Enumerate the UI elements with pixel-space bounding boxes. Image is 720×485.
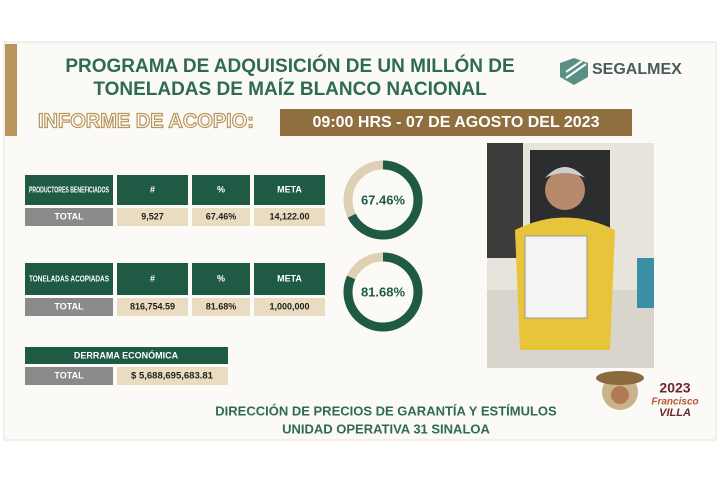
photo bbox=[487, 143, 654, 368]
logo-text: SEGALMEX bbox=[592, 61, 682, 78]
gauge-arc bbox=[343, 160, 423, 240]
badge-name: Francisco bbox=[651, 397, 698, 408]
gauge-arc bbox=[343, 252, 423, 332]
footer-line: DIRECCIÓN DE PRECIOS DE GARANTÍA Y ESTÍM… bbox=[215, 403, 557, 418]
cell-value: 816,754.59 bbox=[130, 301, 175, 311]
value-cell bbox=[117, 298, 188, 316]
row-label: TOTAL bbox=[54, 301, 84, 311]
row-label: TOTAL bbox=[54, 370, 84, 380]
badge-emblem bbox=[596, 371, 644, 410]
report-label: INFORME DE ACOPIO: bbox=[38, 110, 254, 132]
cell-value: 1,000,000 bbox=[269, 301, 309, 311]
cell-value: 9,527 bbox=[141, 211, 164, 221]
badge-name: VILLA bbox=[659, 407, 691, 419]
footer-line: UNIDAD OPERATIVA 31 SINALOA bbox=[282, 421, 490, 436]
economic-value: $ 5,688,695,683.81 bbox=[131, 371, 214, 382]
header-cell bbox=[117, 175, 188, 205]
column-header: % bbox=[217, 184, 225, 194]
row-label-cell bbox=[25, 208, 113, 226]
row-label: TOTAL bbox=[54, 211, 84, 221]
accent-bar bbox=[5, 44, 17, 136]
column-header: # bbox=[150, 184, 155, 194]
title-line: TONELADAS DE MAÍZ BLANCO NACIONAL bbox=[93, 78, 487, 100]
cell-value: 14,122.00 bbox=[269, 211, 309, 221]
header-cell bbox=[192, 263, 250, 295]
value-cell bbox=[117, 367, 228, 385]
header-cell bbox=[25, 347, 228, 364]
cell-value: 81.68% bbox=[206, 301, 237, 311]
table-title: PRODUCTORES BENEFICIADOS bbox=[29, 184, 109, 194]
column-header: META bbox=[277, 273, 302, 283]
column-header: # bbox=[150, 273, 155, 283]
report-time-box bbox=[280, 109, 632, 136]
economic-title: DERRAMA ECONÓMICA bbox=[74, 349, 179, 360]
value-cell bbox=[192, 298, 250, 316]
badge-year: 2023 bbox=[659, 380, 690, 396]
value-cell bbox=[117, 208, 188, 226]
gauge-label: 67.46% bbox=[361, 192, 406, 207]
column-header: % bbox=[217, 273, 225, 283]
value-cell bbox=[254, 298, 325, 316]
row-label-cell bbox=[25, 298, 113, 316]
title-line: PROGRAMA DE ADQUISICIÓN DE UN MILLÓN DE bbox=[65, 55, 514, 77]
header-cell bbox=[117, 263, 188, 295]
gauge-label: 81.68% bbox=[361, 284, 406, 299]
header-cell bbox=[254, 175, 325, 205]
cell-value: 67.46% bbox=[206, 211, 237, 221]
header-cell bbox=[25, 263, 113, 295]
column-header: META bbox=[277, 184, 302, 194]
header-cell bbox=[192, 175, 250, 205]
header-cell bbox=[25, 175, 113, 205]
segalmex-logo bbox=[560, 58, 588, 85]
row-label-cell bbox=[25, 367, 113, 385]
table-title: TONELADAS ACOPIADAS bbox=[29, 273, 109, 283]
value-cell bbox=[254, 208, 325, 226]
report-time: 09:00 HRS - 07 DE AGOSTO DEL 2023 bbox=[313, 114, 600, 131]
header-cell bbox=[254, 263, 325, 295]
value-cell bbox=[192, 208, 250, 226]
